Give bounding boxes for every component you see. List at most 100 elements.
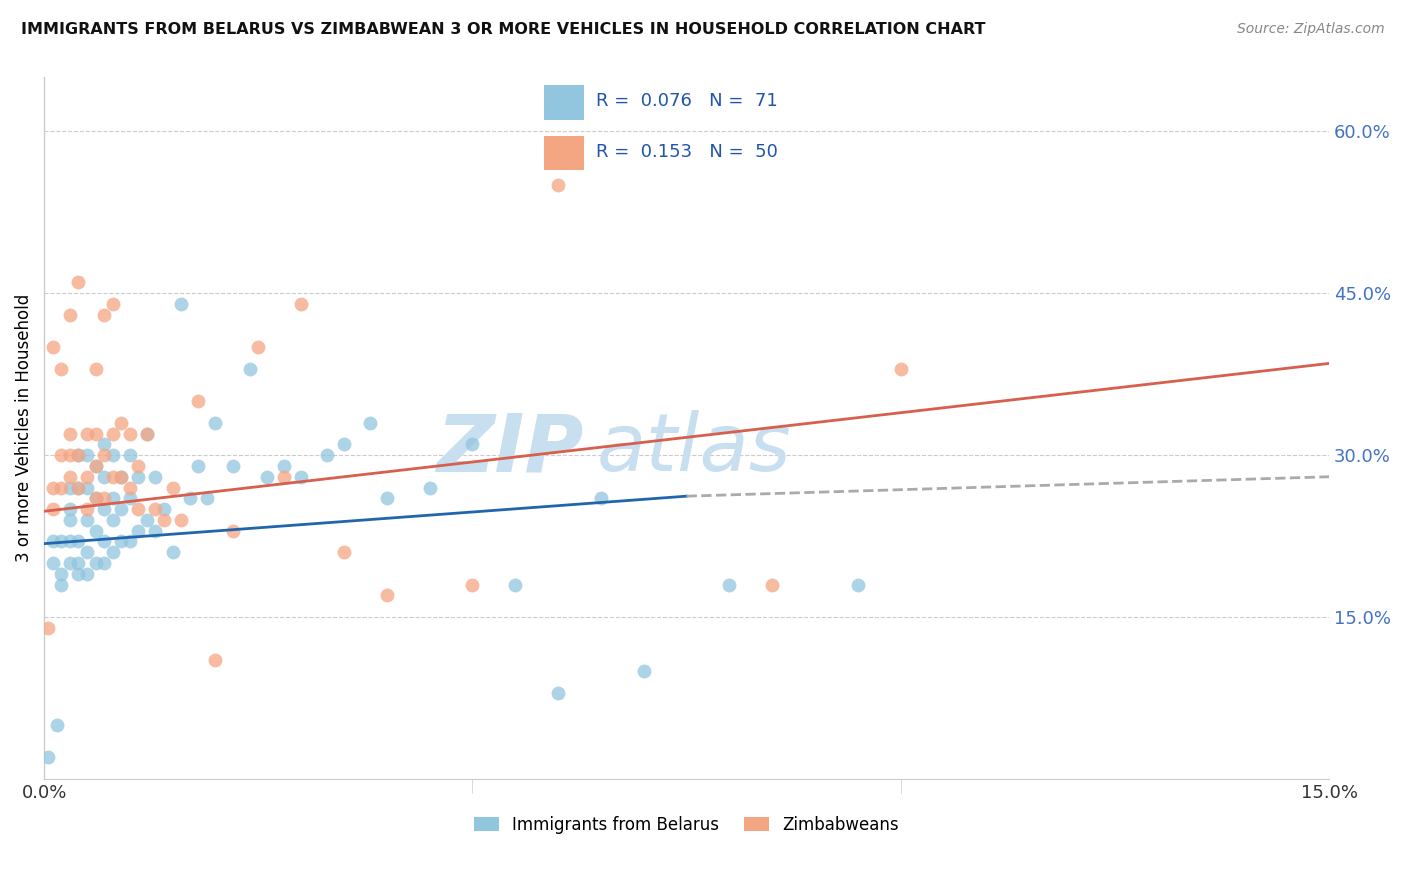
Point xyxy=(51,481,73,495)
Point xyxy=(633,664,655,678)
Point xyxy=(153,502,176,516)
Point xyxy=(67,276,90,290)
Point xyxy=(315,448,337,462)
Point xyxy=(419,481,441,495)
Point xyxy=(67,556,90,570)
Point xyxy=(51,361,73,376)
Point xyxy=(93,448,115,462)
Point xyxy=(547,178,569,193)
Point xyxy=(84,426,107,441)
Point xyxy=(67,566,90,581)
Point xyxy=(93,469,115,483)
Point xyxy=(290,469,312,483)
Point xyxy=(101,426,124,441)
Point xyxy=(273,469,295,483)
Point xyxy=(375,491,398,506)
Point xyxy=(162,545,184,559)
Point xyxy=(110,416,132,430)
Point xyxy=(41,556,63,570)
Point xyxy=(59,426,82,441)
Point xyxy=(127,458,149,473)
Point xyxy=(67,448,90,462)
Point xyxy=(204,653,226,667)
Point xyxy=(127,469,149,483)
Point xyxy=(76,481,98,495)
Point xyxy=(718,577,741,591)
Point xyxy=(333,437,356,451)
Point xyxy=(76,513,98,527)
Point xyxy=(59,308,82,322)
Point xyxy=(145,469,167,483)
Point xyxy=(76,426,98,441)
Point xyxy=(273,458,295,473)
Point xyxy=(162,481,184,495)
Point xyxy=(145,502,167,516)
Point xyxy=(153,513,176,527)
Point xyxy=(170,297,193,311)
Text: ZIP: ZIP xyxy=(436,410,583,488)
Point xyxy=(118,426,141,441)
Point xyxy=(221,458,243,473)
Point xyxy=(187,458,209,473)
Text: R =  0.076   N =  71: R = 0.076 N = 71 xyxy=(596,93,778,111)
Point xyxy=(170,513,193,527)
Point xyxy=(118,534,141,549)
Point xyxy=(51,577,73,591)
Point xyxy=(135,513,157,527)
Point xyxy=(187,394,209,409)
Point xyxy=(51,448,73,462)
Legend: Immigrants from Belarus, Zimbabweans: Immigrants from Belarus, Zimbabweans xyxy=(474,815,900,834)
Point xyxy=(59,469,82,483)
Point xyxy=(93,437,115,451)
Point xyxy=(67,481,90,495)
Point xyxy=(461,437,484,451)
Point xyxy=(67,448,90,462)
Point xyxy=(118,481,141,495)
Point xyxy=(59,481,82,495)
Point xyxy=(101,491,124,506)
Point xyxy=(51,566,73,581)
Point xyxy=(93,502,115,516)
Point xyxy=(41,481,63,495)
Y-axis label: 3 or more Vehicles in Household: 3 or more Vehicles in Household xyxy=(15,294,32,562)
Point xyxy=(589,491,612,506)
Point xyxy=(110,469,132,483)
Point xyxy=(93,534,115,549)
Point xyxy=(110,469,132,483)
Point xyxy=(84,361,107,376)
Point xyxy=(67,481,90,495)
Point xyxy=(59,513,82,527)
Point xyxy=(37,750,59,764)
Text: R =  0.153   N =  50: R = 0.153 N = 50 xyxy=(596,143,778,161)
Point xyxy=(84,458,107,473)
Point xyxy=(84,524,107,538)
Point xyxy=(76,469,98,483)
Point xyxy=(84,491,107,506)
Point xyxy=(118,491,141,506)
Point xyxy=(461,577,484,591)
Point xyxy=(93,491,115,506)
Point xyxy=(110,534,132,549)
Point xyxy=(84,491,107,506)
Point xyxy=(101,513,124,527)
Point xyxy=(179,491,201,506)
Point xyxy=(204,416,226,430)
Point xyxy=(101,545,124,559)
Point xyxy=(195,491,218,506)
Point xyxy=(256,469,278,483)
Point xyxy=(110,502,132,516)
Point xyxy=(37,621,59,635)
Point xyxy=(59,534,82,549)
Text: Source: ZipAtlas.com: Source: ZipAtlas.com xyxy=(1237,22,1385,37)
Point xyxy=(359,416,381,430)
Point xyxy=(127,524,149,538)
Point xyxy=(333,545,356,559)
Point xyxy=(239,361,262,376)
Point xyxy=(547,685,569,699)
Point xyxy=(84,556,107,570)
Point xyxy=(76,545,98,559)
Point xyxy=(503,577,526,591)
Point xyxy=(59,556,82,570)
FancyBboxPatch shape xyxy=(544,86,583,120)
Text: IMMIGRANTS FROM BELARUS VS ZIMBABWEAN 3 OR MORE VEHICLES IN HOUSEHOLD CORRELATIO: IMMIGRANTS FROM BELARUS VS ZIMBABWEAN 3 … xyxy=(21,22,986,37)
